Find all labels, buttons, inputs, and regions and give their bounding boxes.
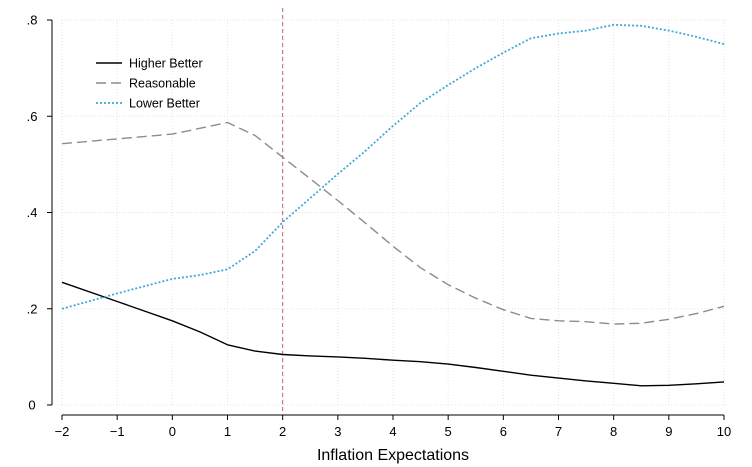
legend-label-higher-better: Higher Better — [129, 57, 203, 71]
y-tick-label: .4 — [27, 205, 38, 220]
legend: Higher Better Reasonable Lower Better — [96, 57, 203, 111]
x-tick-label: 6 — [500, 424, 507, 439]
x-tick-label: 4 — [389, 424, 396, 439]
y-tick-label: 0 — [28, 398, 35, 413]
series-group — [61, 23, 725, 387]
y-tick-label: .8 — [27, 13, 38, 28]
x-tick-label: 2 — [279, 424, 286, 439]
series-line-higher-better — [61, 281, 725, 387]
x-tick-label: 9 — [665, 424, 672, 439]
x-axis-title: Inflation Expectations — [317, 447, 469, 464]
grid-lines — [61, 19, 725, 406]
series-line-reasonable — [61, 121, 725, 325]
x-tick-label: −2 — [55, 424, 70, 439]
series-line-lower-better — [61, 23, 725, 310]
y-tick-label: .6 — [27, 109, 38, 124]
x-tick-label: 10 — [717, 424, 731, 439]
axes: −2 −1 0 1 2 3 4 5 6 7 8 9 10 0 .2 .4 .6 .8 — [27, 13, 732, 440]
x-tick-label: 3 — [334, 424, 341, 439]
x-tick-label: 8 — [610, 424, 617, 439]
x-tick-label: 1 — [224, 424, 231, 439]
x-tick-label: 5 — [445, 424, 452, 439]
legend-label-lower-better: Lower Better — [129, 97, 200, 111]
x-tick-label: −1 — [110, 424, 125, 439]
legend-label-reasonable: Reasonable — [129, 77, 196, 91]
x-tick-label: 0 — [169, 424, 176, 439]
x-tick-label: 7 — [555, 424, 562, 439]
y-tick-label: .2 — [27, 301, 38, 316]
